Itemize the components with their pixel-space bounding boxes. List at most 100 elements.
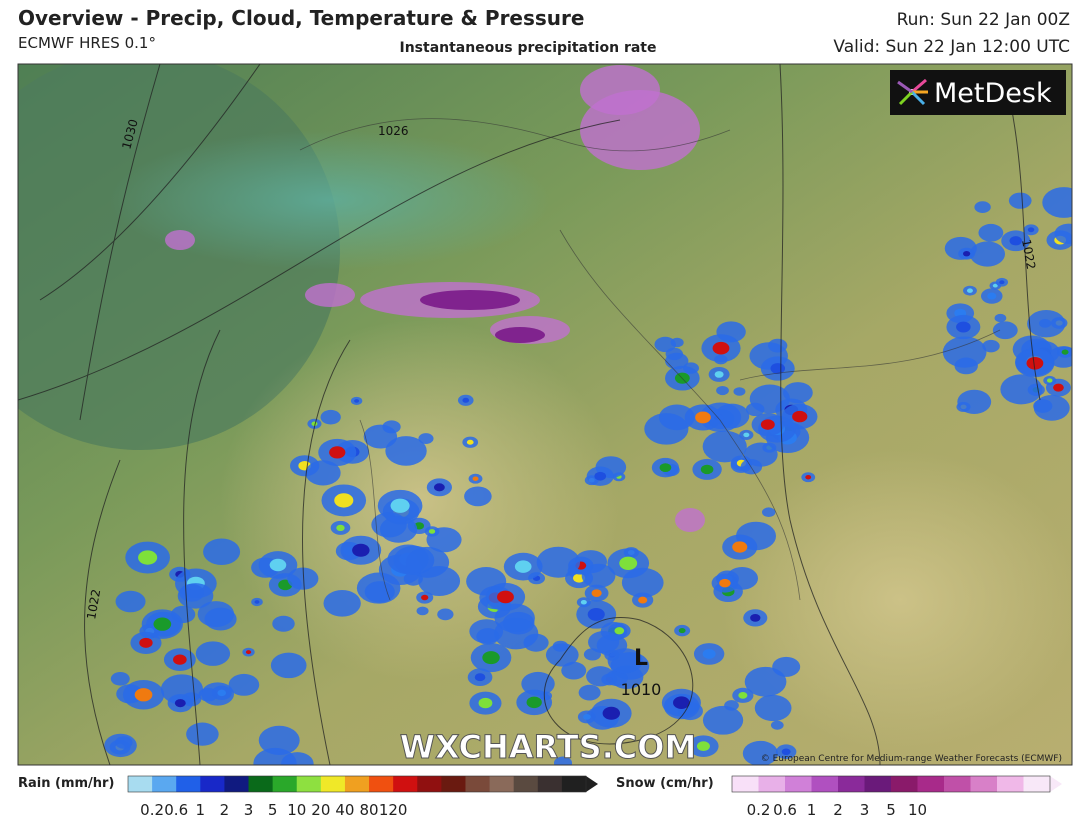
rain-core xyxy=(245,650,252,655)
colorbar-segment xyxy=(838,776,865,792)
rain-cell xyxy=(272,615,295,632)
rain-cell xyxy=(586,666,615,687)
rain-core xyxy=(153,617,172,631)
rain-core xyxy=(781,748,791,756)
colorbar-label: 0.6 xyxy=(164,801,188,819)
coastline xyxy=(359,419,391,601)
border xyxy=(299,118,731,152)
rain-core xyxy=(805,475,812,480)
rain-core xyxy=(474,673,486,682)
colorbar-frame xyxy=(731,775,1051,793)
rain-core xyxy=(738,691,748,699)
logo-icon xyxy=(897,78,928,106)
snow-legend-title: Snow (cm/hr) xyxy=(616,776,714,791)
snow-cell xyxy=(165,230,195,250)
rain-core xyxy=(428,529,436,534)
rain-cell xyxy=(476,628,500,645)
rain-cell xyxy=(561,661,587,680)
colorbar-label: 20 xyxy=(311,801,330,819)
colorbar-segment xyxy=(320,776,346,792)
rain-core xyxy=(992,283,998,288)
rain-cell xyxy=(969,241,1006,267)
run-time: Run: Sun 22 Jan 00Z xyxy=(897,10,1070,30)
rain-cell xyxy=(1054,223,1072,244)
colorbar-segment xyxy=(417,776,442,792)
subtitle: Instantaneous precipitation rate xyxy=(400,40,657,56)
isobar xyxy=(183,329,221,765)
colorbar-segment xyxy=(758,776,786,792)
rain-cell xyxy=(665,352,689,370)
rain-core xyxy=(352,543,370,557)
rain-core xyxy=(472,476,479,481)
rain-cell xyxy=(1000,374,1043,405)
rain-cell xyxy=(607,648,643,674)
title: Overview - Precip, Cloud, Temperature & … xyxy=(18,6,584,30)
rain-cell xyxy=(578,684,601,701)
rain-core xyxy=(173,654,187,665)
rain-cell xyxy=(762,507,776,517)
rain-cell xyxy=(364,581,395,603)
rain-cell xyxy=(957,389,992,414)
rain-cell xyxy=(670,337,684,348)
rain-core xyxy=(217,689,227,697)
rain-core xyxy=(354,399,360,403)
rain-cell xyxy=(992,321,1018,340)
rain-core xyxy=(591,589,602,597)
low-pressure-label: L xyxy=(634,646,648,671)
rain-cell xyxy=(783,382,813,404)
snow-core xyxy=(495,327,545,343)
rain-cell xyxy=(982,339,1000,353)
rain-core xyxy=(966,288,973,293)
model: ECMWF HRES 0.1° xyxy=(18,34,156,52)
colorbar-label: 2 xyxy=(833,801,843,819)
colorbar-label: 5 xyxy=(886,801,896,819)
rain-cell xyxy=(772,656,801,677)
rain-cell xyxy=(1008,192,1032,209)
rain-cell xyxy=(1027,310,1066,338)
rain-core xyxy=(732,541,748,553)
colorbar-segment xyxy=(296,776,322,792)
rain-core xyxy=(673,696,690,709)
colorbar-label: 10 xyxy=(287,801,306,819)
colorbar-segment xyxy=(537,776,563,792)
rain-core xyxy=(587,608,605,621)
watermark: WXCHARTS.COM xyxy=(400,728,697,766)
rain-core xyxy=(712,341,730,355)
rain-core xyxy=(462,397,470,403)
colorbar-segment xyxy=(176,776,201,792)
colorbar-label: 5 xyxy=(268,801,278,819)
colorbar-segment xyxy=(970,776,998,792)
colorbar-label: 10 xyxy=(908,801,927,819)
colorbar-segment xyxy=(248,776,274,792)
colorbar-segment xyxy=(441,776,466,792)
rain-core xyxy=(329,446,346,459)
rain-core xyxy=(602,706,621,720)
rain-cell xyxy=(379,516,418,543)
alps-cloud xyxy=(110,130,550,270)
valid-time: Valid: Sun 22 Jan 12:00 UTC xyxy=(833,37,1070,57)
rain-cell xyxy=(743,442,778,467)
rain-cell xyxy=(553,756,573,765)
colorbar-segment xyxy=(272,776,298,792)
rain-core xyxy=(700,464,714,475)
rain-core xyxy=(482,651,500,665)
isobar xyxy=(543,616,694,745)
colorbar-arrow xyxy=(586,776,598,792)
rain-cell xyxy=(588,630,620,654)
rain-core xyxy=(987,292,997,300)
rain-core xyxy=(421,594,429,601)
rain-core xyxy=(526,696,542,709)
rain-core xyxy=(139,637,153,648)
colorbar-label: 80 xyxy=(360,801,379,819)
rain-core xyxy=(792,410,808,423)
colorbar-label: 3 xyxy=(244,801,254,819)
rain-cell xyxy=(405,546,450,578)
colorbar-segment xyxy=(393,776,418,792)
rain-cell xyxy=(702,705,744,735)
snow-cell xyxy=(305,283,355,307)
colorbar-segment xyxy=(732,776,759,792)
isobar xyxy=(302,339,351,765)
rain-cell xyxy=(994,313,1007,323)
